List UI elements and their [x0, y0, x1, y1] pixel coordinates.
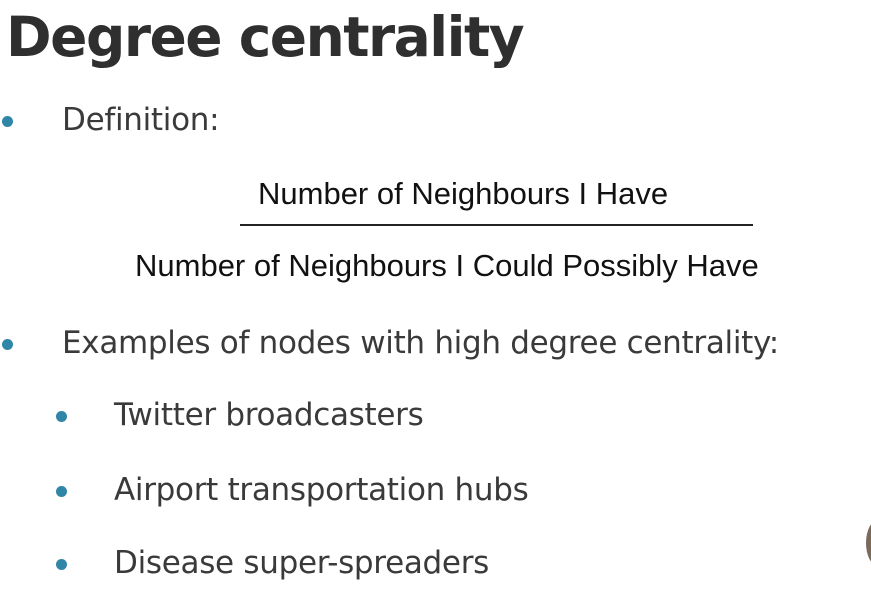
definition-label: Definition:	[62, 102, 220, 138]
formula-denominator: Number of Neighbours I Could Possibly Ha…	[135, 248, 759, 283]
bullet-examples	[2, 339, 13, 350]
bullet-example-1	[56, 411, 67, 422]
slide-title: Degree centrality	[6, 5, 525, 69]
bullet-definition	[2, 116, 13, 127]
bullet-example-3	[56, 559, 67, 570]
example-item: Twitter broadcasters	[114, 397, 424, 433]
fraction-line	[240, 224, 753, 226]
examples-label: Examples of nodes with high degree centr…	[62, 325, 779, 361]
formula-numerator: Number of Neighbours I Have	[258, 176, 669, 211]
example-item: Airport transportation hubs	[114, 472, 529, 508]
edge-decoration	[866, 520, 871, 566]
bullet-example-2	[56, 486, 67, 497]
example-item: Disease super-spreaders	[114, 545, 489, 581]
